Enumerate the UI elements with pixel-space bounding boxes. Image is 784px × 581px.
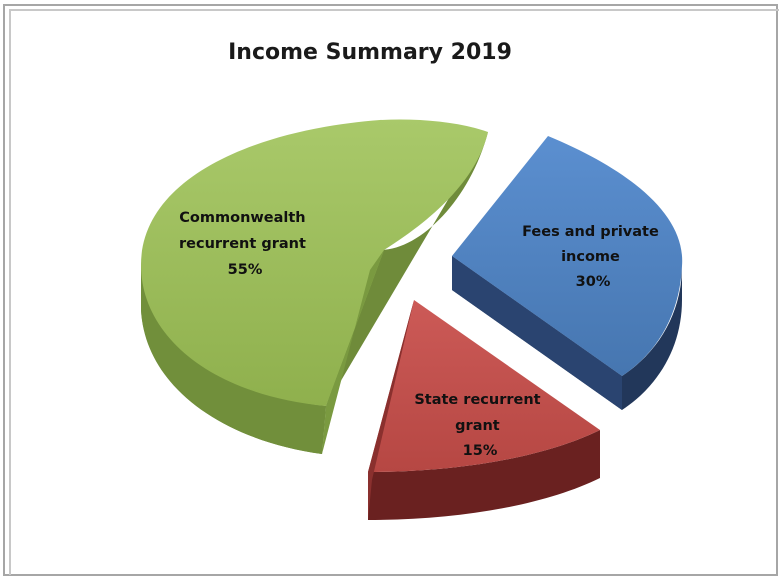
- chart-inner-border: [9, 9, 779, 575]
- label-commonwealth-line-3: 55%: [228, 262, 263, 278]
- label-state: State recurrent grant 15%: [414, 392, 545, 459]
- slice-commonwealth-side-shade: [141, 262, 326, 454]
- label-state-line-1: State recurrent: [414, 392, 540, 408]
- label-commonwealth: Commonwealth recurrent grant 55%: [179, 210, 311, 278]
- label-fees-line-2: income: [561, 249, 620, 265]
- label-state-line-2: grant: [455, 418, 500, 434]
- label-fees: Fees and private income 30%: [522, 224, 664, 290]
- label-commonwealth-line-1: Commonwealth: [179, 210, 305, 226]
- slice-commonwealth-top: [141, 119, 488, 406]
- slice-fees: [452, 136, 683, 410]
- chart-title: Income Summary 2019: [228, 40, 512, 65]
- slice-state-side: [368, 430, 600, 520]
- label-fees-line-3: 30%: [576, 274, 611, 290]
- slice-commonwealth: [141, 119, 488, 454]
- slice-fees-front: [452, 256, 622, 410]
- slice-state-top: [368, 300, 600, 472]
- slice-fees-top: [452, 136, 683, 376]
- label-commonwealth-line-2: recurrent grant: [179, 236, 306, 252]
- label-state-line-3: 15%: [463, 443, 498, 459]
- slice-state: [368, 300, 600, 520]
- label-fees-line-1: Fees and private: [522, 224, 659, 240]
